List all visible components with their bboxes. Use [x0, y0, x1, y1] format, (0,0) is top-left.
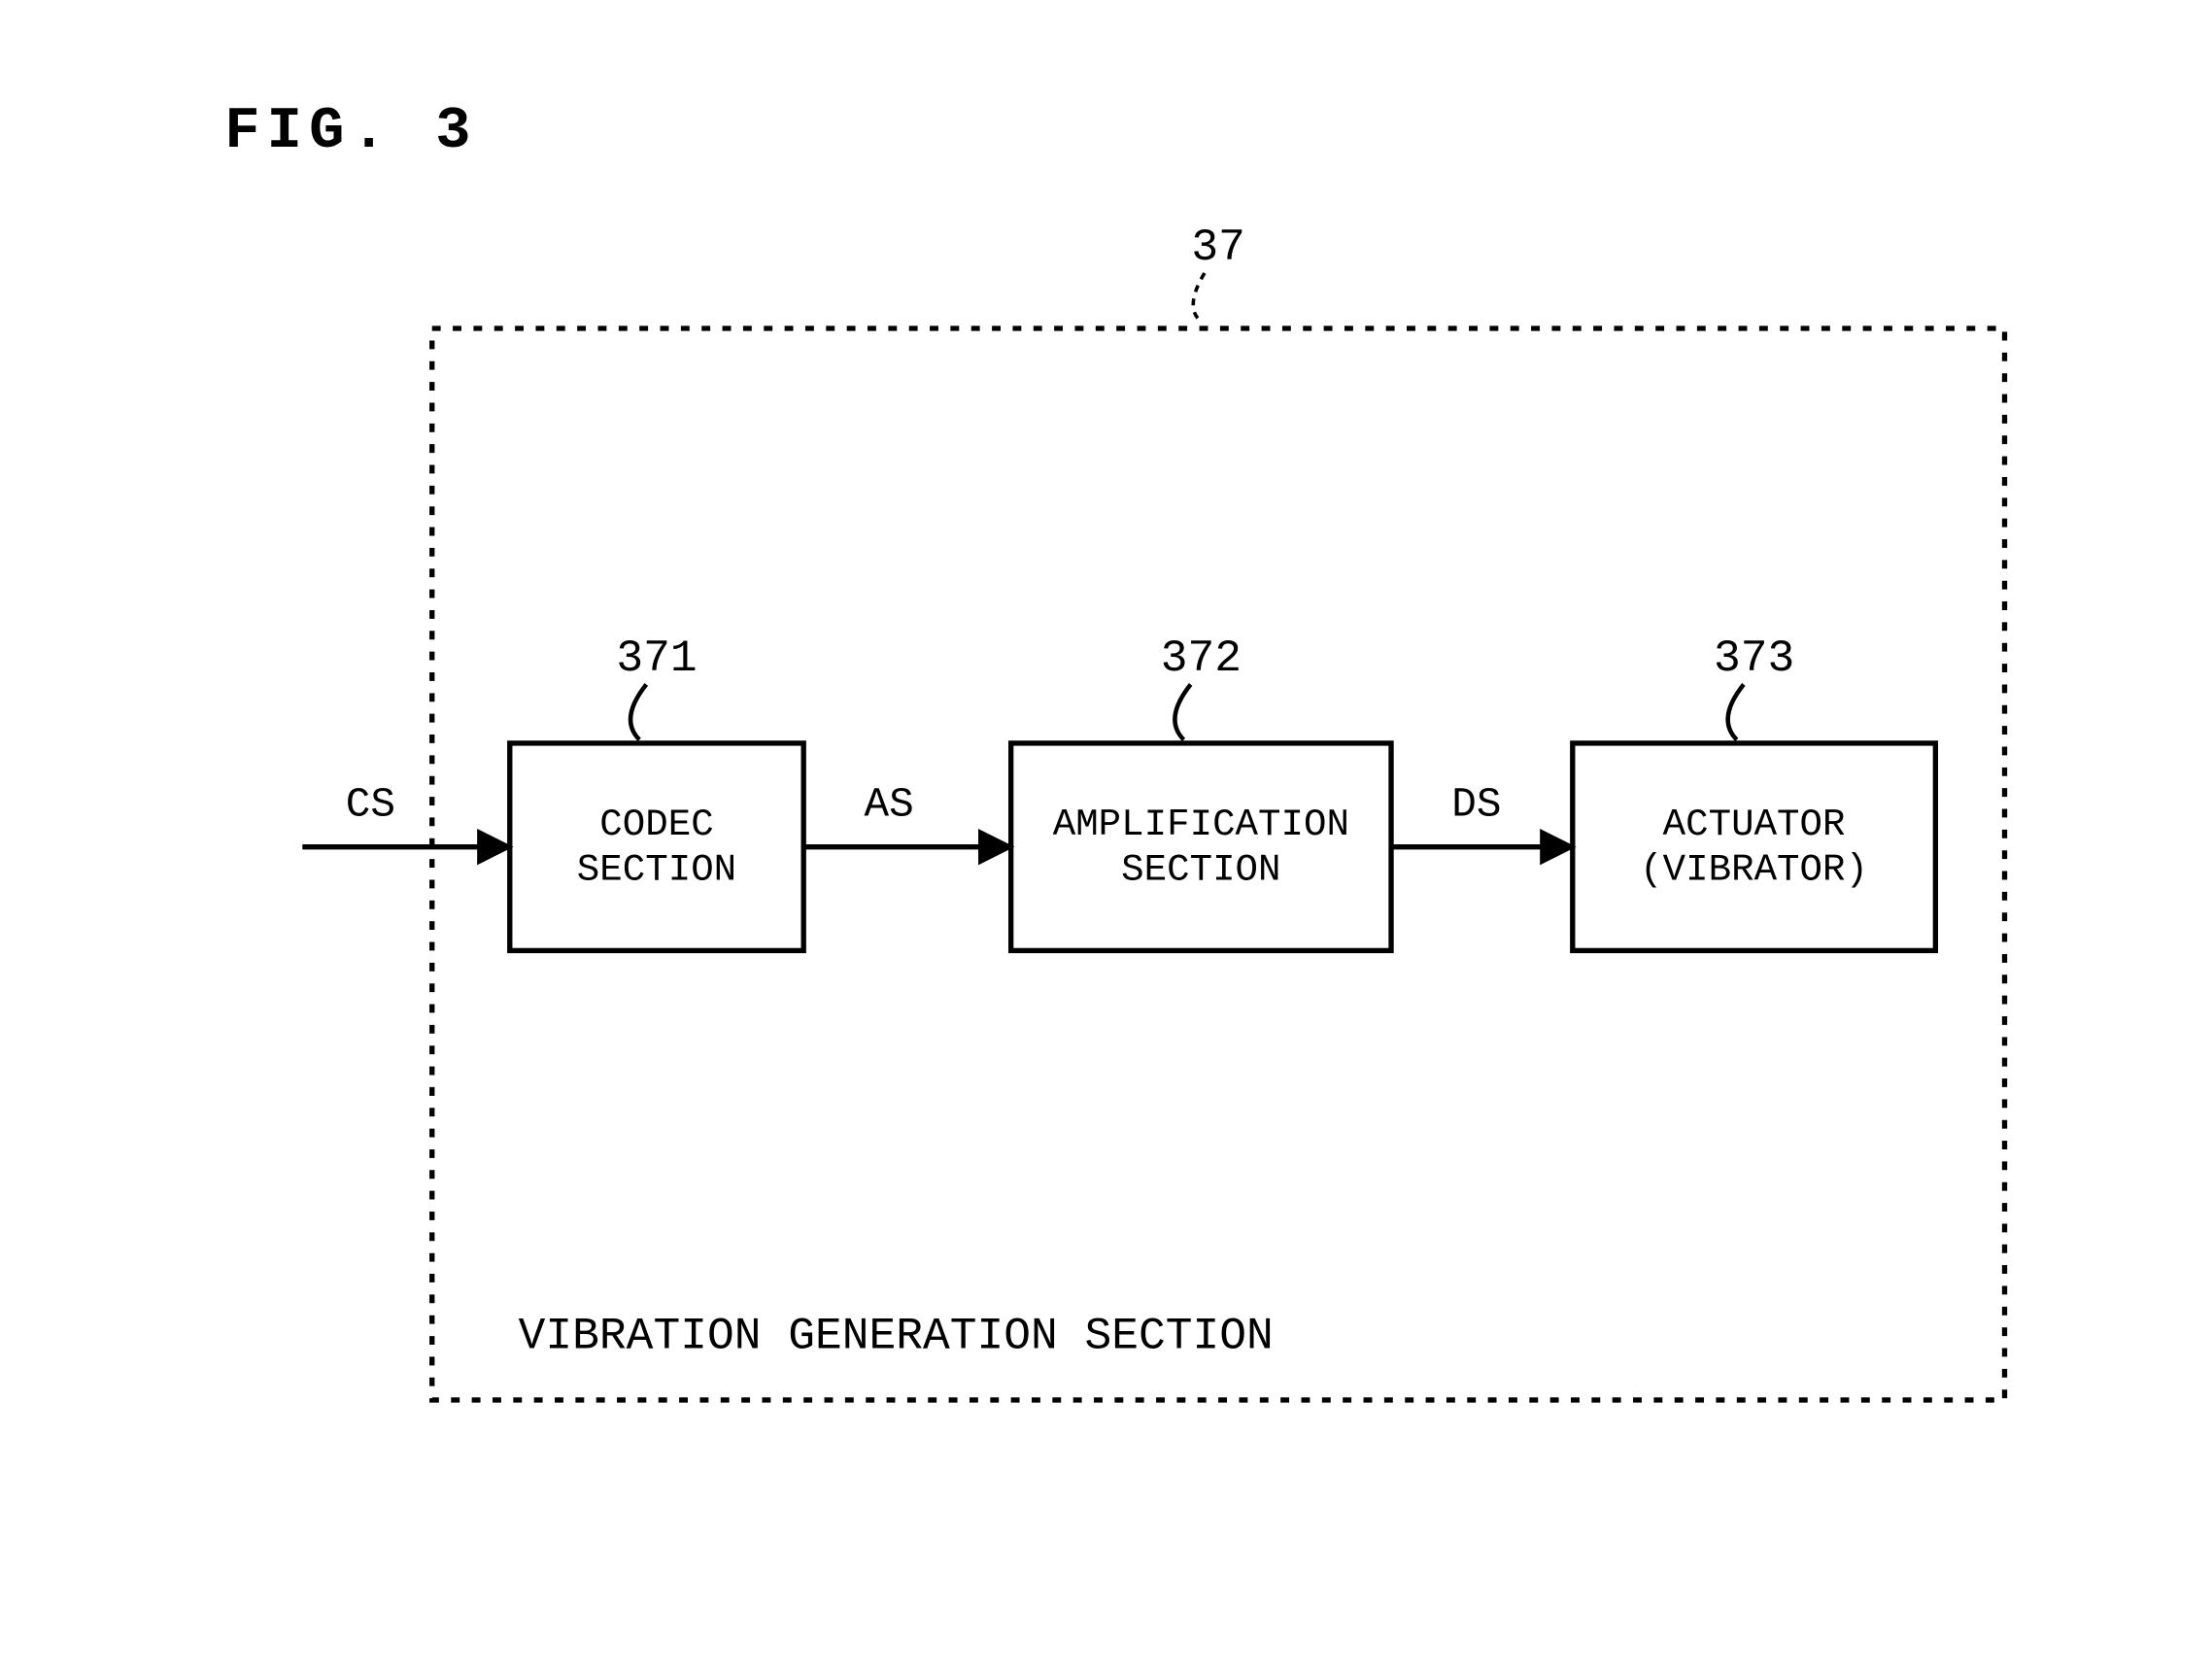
codec-label-line-0: CODEC [599, 803, 713, 846]
act-ref: 373 [1714, 633, 1794, 684]
act-ref-leader [1728, 684, 1744, 739]
as-label: AS [864, 781, 913, 829]
ds-label: DS [1451, 781, 1501, 829]
amp-label-line-0: AMPLIFICATION [1053, 803, 1349, 846]
codec-label-line-1: SECTION [577, 847, 736, 891]
amp-label-line-1: SECTION [1121, 847, 1280, 891]
amp-ref-leader [1174, 684, 1190, 739]
act-label-line-1: (VIBRATOR) [1640, 847, 1868, 891]
act-label-line-0: ACTUATOR [1663, 803, 1846, 846]
cs-label: CS [346, 781, 395, 829]
container-title: VIBRATION GENERATION SECTION [519, 1311, 1274, 1362]
figure-label: FIG. 3 [224, 99, 477, 165]
amp-ref: 372 [1161, 633, 1242, 684]
container-ref-leader [1193, 273, 1205, 322]
container-ref: 37 [1191, 222, 1245, 273]
codec-ref: 371 [616, 633, 697, 684]
codec-ref-leader [630, 684, 646, 739]
